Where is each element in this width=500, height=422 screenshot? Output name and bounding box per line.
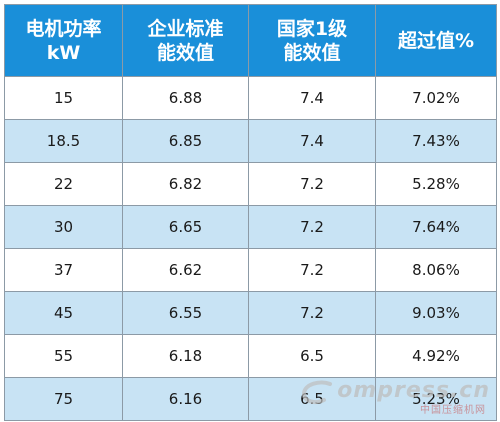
table-row: 45 6.55 7.2 9.03% [4,291,497,335]
cell-exceed-percent: 7.64% [375,205,497,249]
table-row: 22 6.82 7.2 5.28% [4,162,497,206]
header-power-line1: 电机功率 [25,17,102,40]
header-national-line1: 国家1级 [276,17,348,40]
cell-national-value: 7.2 [248,291,376,335]
header-exceed-percent: 超过值% [375,4,497,77]
cell-national-value: 6.5 [248,377,376,421]
cell-exceed-percent: 4.92% [375,334,497,378]
header-enterprise-line2: 能效值 [156,41,214,64]
cell-exceed-percent: 7.02% [375,76,497,120]
table-row: 37 6.62 7.2 8.06% [4,248,497,292]
cell-enterprise-value: 6.82 [122,162,249,206]
cell-enterprise-value: 6.62 [122,248,249,292]
cell-exceed-percent: 5.23% [375,377,497,421]
cell-national-value: 6.5 [248,334,376,378]
cell-exceed-percent: 9.03% [375,291,497,335]
cell-power: 75 [4,377,123,421]
header-power-line2: kW [46,41,81,64]
header-enterprise-line1: 企业标准 [147,17,224,40]
cell-enterprise-value: 6.18 [122,334,249,378]
cell-national-value: 7.2 [248,248,376,292]
efficiency-table: 电机功率 kW 企业标准 能效值 国家1级 能效值 超过值% 15 6.88 7… [4,4,497,421]
header-enterprise-standard: 企业标准 能效值 [122,4,249,77]
cell-power: 18.5 [4,119,123,163]
cell-enterprise-value: 6.16 [122,377,249,421]
cell-exceed-percent: 5.28% [375,162,497,206]
cell-enterprise-value: 6.88 [122,76,249,120]
cell-enterprise-value: 6.65 [122,205,249,249]
header-power: 电机功率 kW [4,4,123,77]
table-row: 75 6.16 6.5 5.23% [4,377,497,421]
header-national-line2: 能效值 [283,41,341,64]
cell-enterprise-value: 6.85 [122,119,249,163]
cell-power: 15 [4,76,123,120]
cell-power: 37 [4,248,123,292]
cell-national-value: 7.4 [248,119,376,163]
table-row: 15 6.88 7.4 7.02% [4,76,497,120]
cell-enterprise-value: 6.55 [122,291,249,335]
cell-power: 55 [4,334,123,378]
table-row: 30 6.65 7.2 7.64% [4,205,497,249]
table-row: 55 6.18 6.5 4.92% [4,334,497,378]
cell-exceed-percent: 7.43% [375,119,497,163]
cell-power: 30 [4,205,123,249]
table-row: 18.5 6.85 7.4 7.43% [4,119,497,163]
header-national-level1: 国家1级 能效值 [248,4,376,77]
cell-national-value: 7.2 [248,205,376,249]
cell-power: 22 [4,162,123,206]
header-row: 电机功率 kW 企业标准 能效值 国家1级 能效值 超过值% [4,4,497,77]
header-exceed-line1: 超过值% [397,29,475,52]
cell-exceed-percent: 8.06% [375,248,497,292]
cell-national-value: 7.4 [248,76,376,120]
cell-power: 45 [4,291,123,335]
cell-national-value: 7.2 [248,162,376,206]
